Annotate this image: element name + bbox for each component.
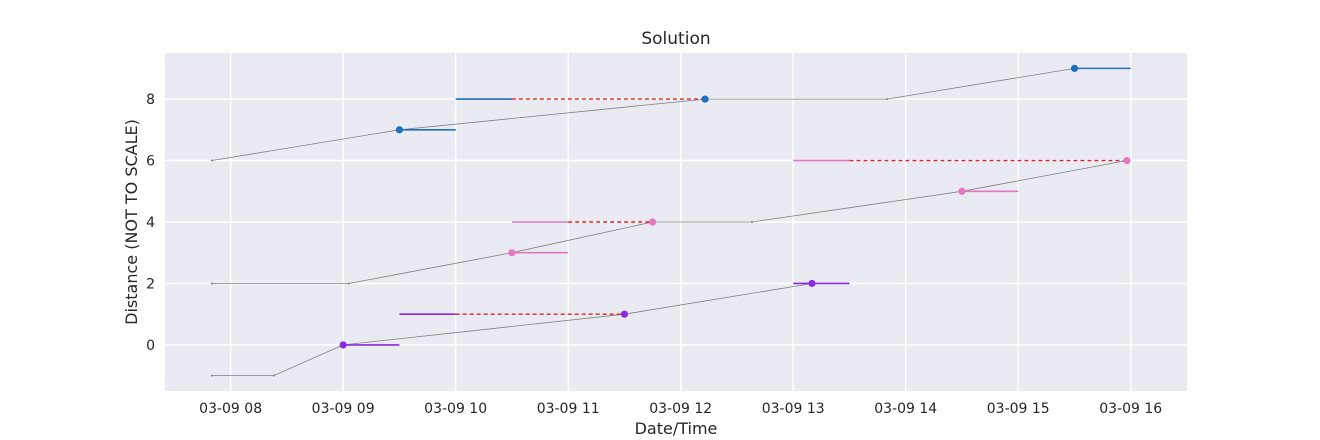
route-node <box>347 282 350 285</box>
visit-point-purple <box>620 310 629 318</box>
y-tick-label: 8 <box>146 92 155 108</box>
x-tick-label: 03-09 12 <box>649 401 712 417</box>
route-node <box>885 98 888 101</box>
x-tick-label: 03-09 15 <box>987 401 1050 417</box>
y-tick-label: 2 <box>146 276 155 292</box>
x-tick-label: 03-09 10 <box>424 401 487 417</box>
y-axis-label: Distance (NOT TO SCALE) <box>122 119 141 325</box>
route-node <box>210 159 213 162</box>
x-tick-label: 03-09 16 <box>1099 401 1162 417</box>
route-node <box>750 221 753 223</box>
x-tick-label: 03-09 11 <box>537 401 600 417</box>
visit-point-blue <box>395 126 404 134</box>
y-tick-label: 0 <box>146 338 155 354</box>
route-node <box>272 374 275 377</box>
visit-point-blue <box>1070 64 1079 72</box>
tick-labels: 03-09 08 03-09 09 03-09 10 03-09 11 03-09 12… <box>146 92 1162 417</box>
x-tick-label: 03-09 08 <box>199 401 262 417</box>
visit-point-purple <box>808 279 816 288</box>
x-tick-label: 03-09 09 <box>312 401 375 417</box>
visit-points <box>339 64 1131 349</box>
visit-point-pink <box>508 249 516 257</box>
visit-point-pink <box>958 187 966 195</box>
time-windows <box>343 67 1131 346</box>
visit-point-blue <box>701 95 709 103</box>
y-tick-label: 6 <box>146 154 155 170</box>
visit-point-pink <box>648 218 657 226</box>
x-axis-label: Date/Time <box>635 419 718 438</box>
route-node <box>210 374 213 377</box>
wait-lines <box>455 98 1127 315</box>
x-tick-label: 03-09 13 <box>762 401 825 417</box>
visit-point-purple <box>339 341 347 349</box>
visit-point-pink <box>1123 156 1131 165</box>
chart-title: Solution <box>641 29 710 49</box>
x-tick-label: 03-09 14 <box>874 401 937 417</box>
y-tick-label: 4 <box>146 215 155 231</box>
route-node <box>210 282 213 285</box>
